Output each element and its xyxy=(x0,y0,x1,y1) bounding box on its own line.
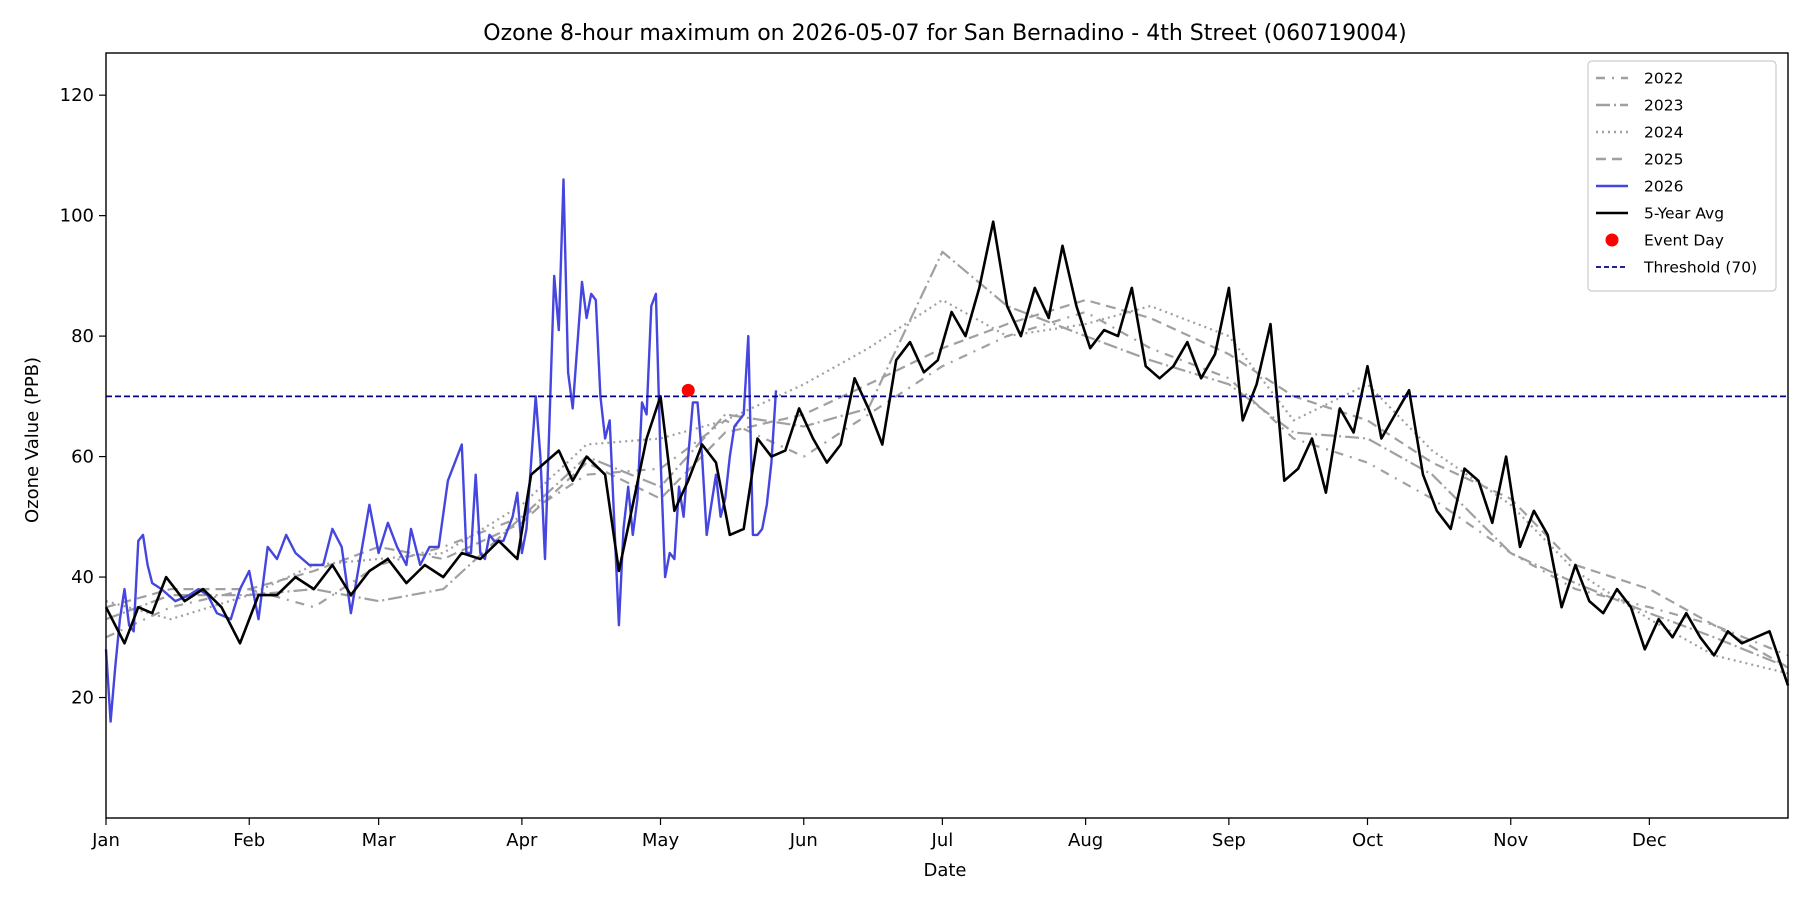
x-tick-label: Feb xyxy=(233,830,265,851)
legend-item: Threshold (70) xyxy=(1596,259,1757,277)
legend-label: 2025 xyxy=(1644,151,1683,169)
series-line-5-year-avg xyxy=(104,220,1790,686)
axes: 20 40 60 80 100 120 Jan Feb Mar Apr May Jun Jul Aug Se… xyxy=(60,52,1789,851)
y-tick-label: 20 xyxy=(71,688,94,709)
legend-box xyxy=(1587,60,1777,292)
x-axis-label: Date xyxy=(923,860,966,881)
x-tick-label: Jun xyxy=(789,830,818,851)
legend-label: 2023 xyxy=(1644,97,1683,115)
series-line-2024 xyxy=(105,298,1789,675)
x-tick-label: May xyxy=(642,830,680,851)
y-axis-label: Ozone Value (PPB) xyxy=(22,357,43,523)
legend-label: Event Day xyxy=(1644,232,1724,250)
legend-item: Event Day xyxy=(1605,232,1724,250)
plot-area xyxy=(106,53,1788,818)
x-tick-label: Dec xyxy=(1632,830,1667,851)
chart-title: Ozone 8-hour maximum on 2026-05-07 for S… xyxy=(483,21,1406,46)
legend-item: 2022 xyxy=(1596,70,1683,88)
y-tick-label: 60 xyxy=(71,447,94,468)
event-day-marker xyxy=(681,383,695,397)
legend-label: 2024 xyxy=(1644,124,1683,142)
legend-label: 2026 xyxy=(1644,178,1683,196)
legend-item: 5-Year Avg xyxy=(1596,205,1724,223)
x-tick-label: Aug xyxy=(1068,830,1103,851)
legend-item: 2024 xyxy=(1596,124,1683,142)
series-line-2022 xyxy=(105,310,1789,657)
x-tick-label: Jan xyxy=(91,830,120,851)
legend-item: 2025 xyxy=(1596,151,1683,169)
y-tick-label: 40 xyxy=(71,567,94,588)
plot-frame xyxy=(105,52,1789,819)
x-tick-label: Nov xyxy=(1493,830,1528,851)
y-tick-label: 100 xyxy=(60,206,94,227)
series-layer xyxy=(104,178,1790,723)
legend-label: 5-Year Avg xyxy=(1644,205,1724,223)
x-tick-label: Mar xyxy=(362,830,397,851)
series-line-2023 xyxy=(105,250,1789,669)
legend-label: Threshold (70) xyxy=(1643,259,1757,277)
x-tick-label: Jul xyxy=(931,830,954,851)
legend: 2022 2023 2024 2025 2026 5-Year Avg Event Day T… xyxy=(1587,60,1777,292)
legend-label: 2022 xyxy=(1644,70,1683,88)
x-tick-label: Sep xyxy=(1212,830,1246,851)
x-tick-label: Apr xyxy=(506,830,538,851)
plot-background xyxy=(106,53,1788,818)
legend-marker xyxy=(1605,233,1619,247)
y-tick-label: 80 xyxy=(71,326,94,347)
series-line-2026 xyxy=(104,178,778,723)
legend-item: 2026 xyxy=(1596,178,1683,196)
legend-item: 2023 xyxy=(1596,97,1683,115)
y-tick-label: 120 xyxy=(60,85,94,106)
x-tick-label: Oct xyxy=(1352,830,1383,851)
